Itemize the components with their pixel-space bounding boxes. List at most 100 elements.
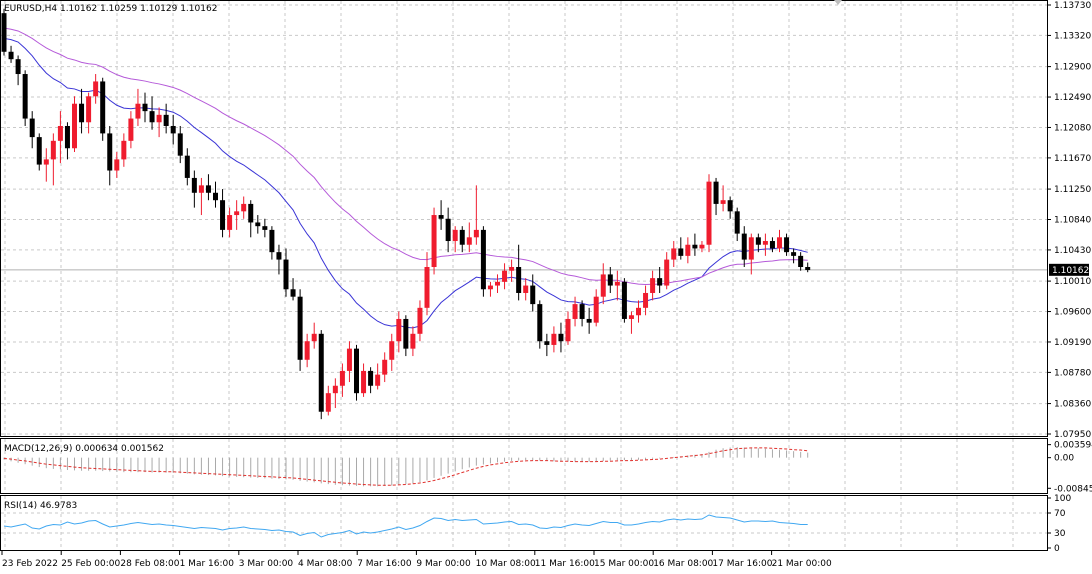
candle-bearish (354, 348, 359, 394)
candle-bearish (191, 177, 197, 193)
candle-bearish (213, 192, 218, 201)
x-tick-label: 4 Mar 08:00 (298, 559, 353, 569)
y-tick-label: 1.08780 (1054, 368, 1091, 378)
candle-bearish (177, 133, 183, 156)
rsi-y-tick-label: 30 (1054, 529, 1066, 539)
candle-bearish (163, 114, 169, 126)
x-tick-label: 23 Feb 2022 (2, 559, 58, 569)
candle-bearish (142, 103, 148, 112)
candle-bearish (692, 244, 698, 249)
grid-lines (1, 1, 1047, 550)
candle-bearish (579, 304, 585, 319)
candle-bullish (241, 203, 247, 212)
candle-bearish (36, 137, 42, 165)
candle-bearish (805, 267, 811, 270)
x-tick-label: 11 Mar 16:00 (535, 559, 595, 569)
candle-bearish (741, 233, 747, 260)
x-tick-label: 7 Mar 16:00 (357, 559, 412, 569)
candle-bearish (480, 229, 486, 290)
x-tick-label: 25 Feb 00:00 (61, 559, 120, 569)
candle-bullish (198, 185, 204, 193)
candle-bullish (135, 103, 141, 119)
candle-bearish (784, 237, 790, 253)
candle-bullish (128, 118, 134, 141)
candle-bearish (445, 218, 451, 242)
candle-bearish (734, 211, 740, 234)
current-price-label: 1.10162 (1052, 266, 1089, 276)
candle-bullish (706, 181, 712, 245)
candle-bearish (727, 200, 733, 212)
candle-bullish (565, 318, 571, 342)
candle-bullish (664, 259, 670, 286)
candle-bullish (346, 348, 352, 371)
candle-bearish (184, 155, 190, 178)
candle-bullish (332, 385, 338, 394)
candle-bullish (502, 270, 508, 282)
macd-panel[interactable] (0, 438, 1048, 494)
candle-bullish (50, 140, 56, 160)
y-tick-label: 1.10430 (1054, 246, 1091, 256)
rsi-line (3, 514, 808, 538)
candle-bearish (262, 226, 268, 230)
candle-bearish (537, 304, 543, 342)
candle-bearish (100, 81, 106, 134)
candle-bearish (283, 259, 289, 290)
candle-bullish (720, 200, 726, 204)
candle-bullish (121, 140, 127, 160)
candle-bullish (473, 229, 479, 238)
macd-series (3, 447, 809, 487)
candle-bearish (438, 215, 444, 219)
candle-bullish (417, 307, 423, 334)
candle-bearish (755, 237, 761, 245)
candle-bullish (699, 244, 705, 249)
chart-shift-marker[interactable] (834, 0, 842, 5)
candle-bearish (607, 274, 613, 286)
candle-bearish (290, 289, 296, 297)
candle-bullish (375, 374, 381, 386)
candle-bullish (671, 248, 677, 260)
candle-bearish (713, 181, 719, 204)
candle-bearish (678, 248, 684, 256)
candle-bullish (382, 359, 388, 375)
x-tick-label: 17 Mar 16:00 (712, 559, 772, 569)
y-tick-label: 1.08360 (1054, 400, 1091, 410)
y-tick-label: 1.09600 (1054, 308, 1091, 318)
candle-bearish (544, 341, 550, 345)
y-tick-label: 1.12900 (1054, 63, 1091, 73)
y-tick-label: 1.10840 (1054, 216, 1091, 226)
candle-bullish (466, 237, 472, 245)
candle-bearish (297, 296, 303, 360)
rsi-panel[interactable] (0, 495, 1048, 551)
candle-bullish (227, 215, 233, 230)
main-price-panel[interactable] (0, 0, 1048, 437)
candle-bullish (234, 211, 240, 216)
candle-bullish (593, 296, 599, 323)
candle-bullish (396, 318, 402, 342)
rsi-series (3, 514, 808, 538)
candle-bullish (487, 285, 493, 290)
candle-bearish (15, 59, 21, 75)
rsi-y-tick-label: 0 (1054, 544, 1060, 554)
macd-y-tick-label: 0.003594 (1054, 441, 1092, 451)
candle-bearish (205, 185, 211, 193)
candle-bearish (621, 281, 627, 319)
candle-bullish (762, 241, 768, 245)
candle-bearish (79, 103, 85, 123)
candle-bearish (248, 203, 254, 223)
x-tick-label: 10 Mar 08:00 (476, 559, 536, 569)
y-tick-label: 1.07950 (1054, 430, 1091, 440)
candle-bullish (748, 237, 754, 260)
candle-bearish (318, 333, 324, 412)
candle-bullish (636, 307, 641, 316)
candle-bullish (424, 267, 430, 308)
candle-bullish (614, 281, 620, 286)
candle-bearish (107, 133, 113, 171)
y-tick-label: 1.13730 (1054, 1, 1091, 11)
candle-bullish (72, 103, 77, 149)
x-tick-label: 16 Mar 08:00 (653, 559, 713, 569)
x-tick-label: 21 Mar 00:00 (772, 559, 832, 569)
candle-bearish (269, 229, 275, 253)
